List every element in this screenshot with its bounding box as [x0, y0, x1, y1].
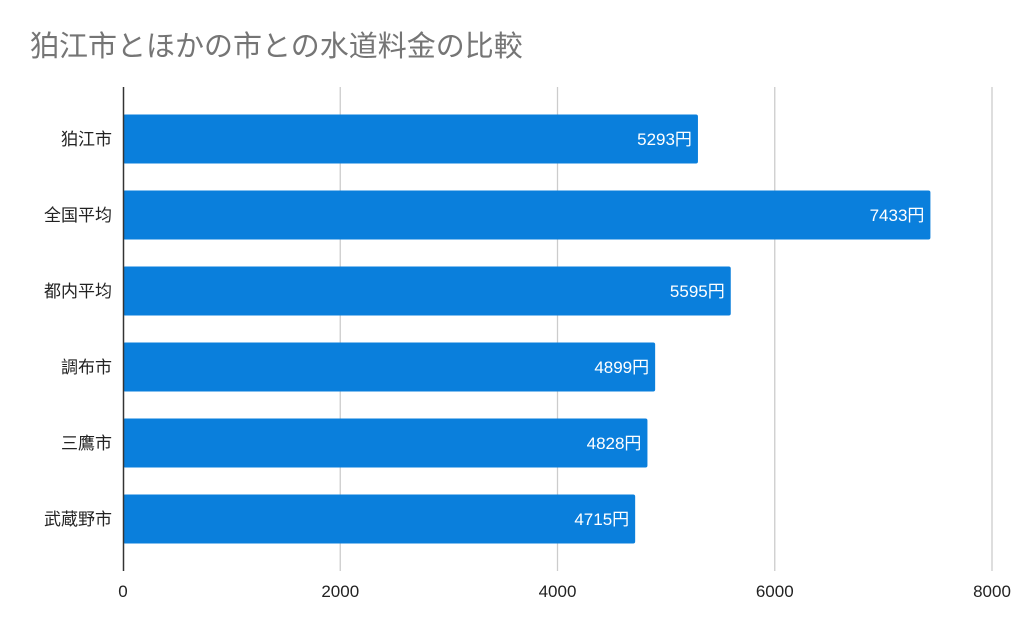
category-label: 全国平均: [44, 206, 112, 226]
data-label: 4899円: [594, 358, 649, 377]
bar: [123, 266, 731, 316]
category-label: 都内平均: [44, 282, 112, 302]
category-label: 三鷹市: [61, 433, 112, 454]
data-label: 5293円: [637, 130, 692, 149]
data-label: 4715円: [574, 510, 629, 529]
data-label: 4828円: [587, 434, 642, 453]
gridlines: [339, 87, 993, 571]
x-tick-label: 0: [118, 582, 127, 601]
x-tick-label: 6000: [756, 582, 794, 601]
category-label: 狛江市: [61, 130, 112, 150]
bar: [123, 418, 648, 468]
category-label: 武蔵野市: [44, 510, 112, 530]
data-label: 5595円: [670, 282, 725, 301]
x-tick-label: 8000: [973, 582, 1011, 601]
x-tick-label: 2000: [321, 582, 359, 601]
data-label: 7433円: [870, 206, 925, 225]
bar: [123, 190, 931, 240]
x-tick-label: 4000: [539, 582, 577, 601]
category-label: 調布市: [61, 358, 112, 378]
bar: [123, 114, 698, 164]
x-tick-labels: 0 2000 4000 6000 8000: [118, 582, 1011, 601]
bar: [123, 494, 636, 544]
chart-title: 狛江市とほかの市との水道料金の比較: [30, 29, 523, 63]
bar: [123, 342, 656, 392]
